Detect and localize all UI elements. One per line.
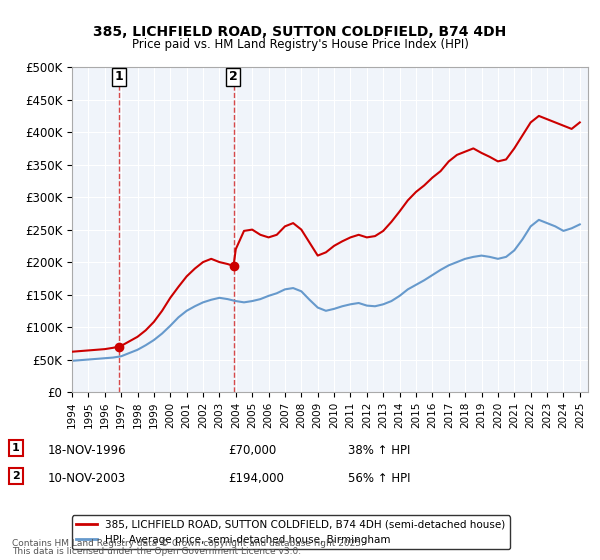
Text: 1: 1 [12,443,20,453]
Text: 10-NOV-2003: 10-NOV-2003 [48,472,126,486]
Text: 385, LICHFIELD ROAD, SUTTON COLDFIELD, B74 4DH: 385, LICHFIELD ROAD, SUTTON COLDFIELD, B… [94,25,506,39]
Text: 56% ↑ HPI: 56% ↑ HPI [348,472,410,486]
Text: Price paid vs. HM Land Registry's House Price Index (HPI): Price paid vs. HM Land Registry's House … [131,38,469,50]
Text: 18-NOV-1996: 18-NOV-1996 [48,444,127,458]
Text: This data is licensed under the Open Government Licence v3.0.: This data is licensed under the Open Gov… [12,548,301,557]
Text: Contains HM Land Registry data © Crown copyright and database right 2025.: Contains HM Land Registry data © Crown c… [12,539,364,548]
Text: £70,000: £70,000 [228,444,276,458]
Text: 2: 2 [229,70,238,83]
Text: 2: 2 [12,471,20,481]
Text: £194,000: £194,000 [228,472,284,486]
Legend: 385, LICHFIELD ROAD, SUTTON COLDFIELD, B74 4DH (semi-detached house), HPI: Avera: 385, LICHFIELD ROAD, SUTTON COLDFIELD, B… [72,515,510,549]
Text: 1: 1 [114,70,123,83]
Text: 38% ↑ HPI: 38% ↑ HPI [348,444,410,458]
